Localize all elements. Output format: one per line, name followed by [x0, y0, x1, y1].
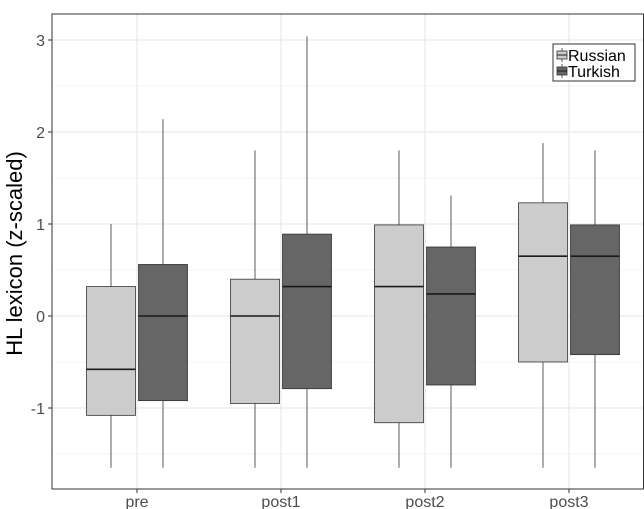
box-layer — [86, 36, 620, 468]
x-tick-label: post2 — [405, 494, 444, 509]
box-iqr — [374, 224, 424, 424]
box-iqr — [86, 286, 136, 416]
legend-label-russian: Russian — [568, 48, 626, 65]
y-tick-label: 1 — [36, 217, 45, 234]
x-tick-label: pre — [125, 494, 148, 509]
box-turkish-post3 — [570, 150, 620, 468]
box-turkish-post1 — [282, 36, 332, 468]
y-axis-title: HL lexicon (z-scaled) — [2, 151, 27, 356]
box-russian-post2 — [374, 150, 424, 468]
box-turkish-post2 — [426, 195, 476, 468]
x-tick-label: post1 — [261, 494, 300, 509]
box-iqr — [282, 233, 332, 390]
box-iqr — [518, 202, 568, 363]
box-iqr — [230, 278, 280, 404]
box-turkish-pre — [138, 119, 188, 468]
y-tick-label: 0 — [36, 309, 45, 326]
y-tick-label: -1 — [31, 401, 45, 418]
legend-key-turkish — [556, 64, 568, 78]
y-tick-label: 2 — [36, 125, 45, 142]
grid-layer — [52, 14, 644, 489]
legend-key-russian — [556, 48, 568, 62]
box-russian-post1 — [230, 150, 280, 468]
box-russian-post3 — [518, 143, 568, 468]
box-iqr — [426, 246, 476, 386]
axis-layer: 3 2 1 0 -1 pre post1 post2 post3 — [31, 33, 589, 509]
legend-label-turkish: Turkish — [568, 64, 620, 81]
box-iqr — [570, 224, 620, 356]
box-russian-pre — [86, 224, 136, 468]
x-tick-label: post3 — [549, 494, 588, 509]
box-iqr — [138, 264, 188, 402]
y-tick-label: 3 — [36, 33, 45, 50]
